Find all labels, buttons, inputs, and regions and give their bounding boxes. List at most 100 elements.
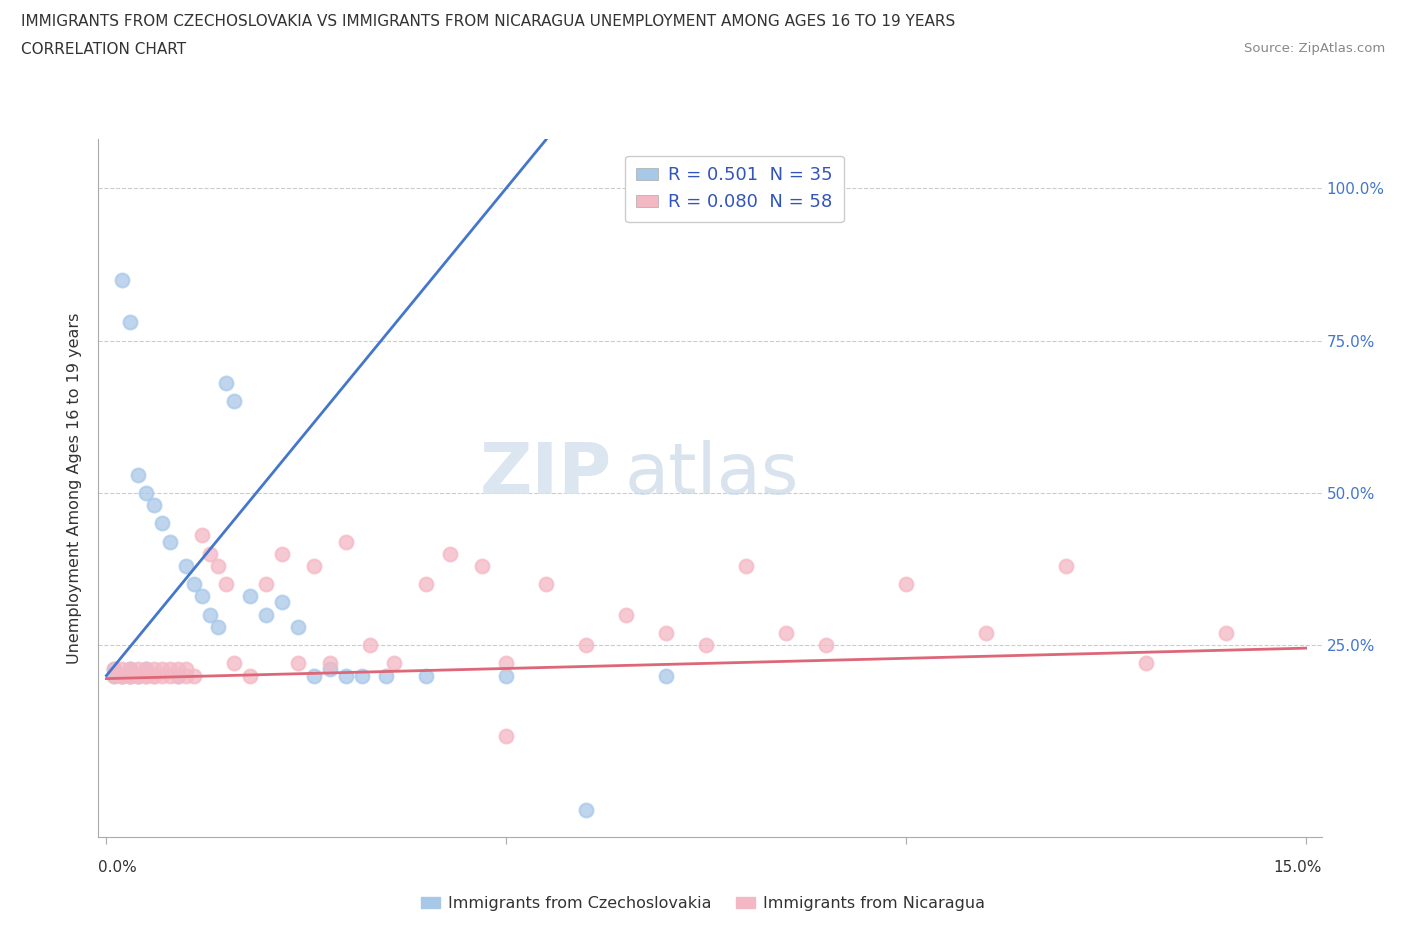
Point [1054, 559, 1077, 574]
Point [894, 577, 917, 591]
Point [215, 376, 238, 391]
Point [224, 394, 246, 409]
Point [207, 559, 229, 574]
Point [495, 729, 517, 744]
Point [575, 803, 598, 817]
Point [103, 668, 125, 683]
Point [239, 589, 262, 604]
Point [103, 662, 125, 677]
Point [150, 516, 173, 531]
Point [111, 668, 134, 683]
Point [254, 577, 277, 591]
Point [207, 619, 229, 634]
Point [120, 668, 142, 683]
Text: Source: ZipAtlas.com: Source: ZipAtlas.com [1244, 42, 1385, 55]
Point [287, 656, 309, 671]
Point [382, 656, 405, 671]
Text: 0.0%: 0.0% [98, 860, 138, 875]
Point [271, 546, 294, 561]
Point [120, 668, 142, 683]
Point [120, 315, 142, 330]
Point [127, 668, 149, 683]
Point [695, 638, 717, 653]
Point [159, 668, 181, 683]
Point [614, 607, 637, 622]
Point [439, 546, 461, 561]
Point [191, 589, 214, 604]
Point [159, 534, 181, 549]
Point [183, 577, 205, 591]
Point [167, 662, 190, 677]
Point [191, 528, 214, 543]
Point [655, 626, 678, 641]
Point [143, 662, 166, 677]
Point [176, 668, 198, 683]
Point [352, 668, 374, 683]
Point [534, 577, 557, 591]
Point [120, 668, 142, 683]
Point [319, 656, 342, 671]
Point [143, 668, 166, 683]
Point [120, 662, 142, 677]
Point [1215, 626, 1237, 641]
Point [575, 638, 598, 653]
Point [215, 577, 238, 591]
Point [335, 534, 357, 549]
Point [254, 607, 277, 622]
Point [167, 668, 190, 683]
Point [127, 662, 149, 677]
Point [120, 662, 142, 677]
Point [655, 668, 678, 683]
Point [974, 626, 997, 641]
Point [495, 656, 517, 671]
Point [814, 638, 837, 653]
Point [127, 668, 149, 683]
Point [415, 668, 437, 683]
Point [111, 668, 134, 683]
Text: ZIP: ZIP [479, 440, 612, 509]
Point [287, 619, 309, 634]
Point [143, 498, 166, 512]
Point [143, 668, 166, 683]
Point [224, 656, 246, 671]
Legend: R = 0.501  N = 35, R = 0.080  N = 58: R = 0.501 N = 35, R = 0.080 N = 58 [626, 155, 844, 222]
Point [271, 595, 294, 610]
Point [127, 467, 149, 482]
Point [103, 668, 125, 683]
Point [471, 559, 494, 574]
Text: IMMIGRANTS FROM CZECHOSLOVAKIA VS IMMIGRANTS FROM NICARAGUA UNEMPLOYMENT AMONG A: IMMIGRANTS FROM CZECHOSLOVAKIA VS IMMIGR… [21, 14, 955, 29]
Y-axis label: Unemployment Among Ages 16 to 19 years: Unemployment Among Ages 16 to 19 years [67, 312, 83, 664]
Point [183, 668, 205, 683]
Point [150, 662, 173, 677]
Point [319, 662, 342, 677]
Point [159, 662, 181, 677]
Point [135, 662, 157, 677]
Point [335, 668, 357, 683]
Point [111, 668, 134, 683]
Point [167, 668, 190, 683]
Text: CORRELATION CHART: CORRELATION CHART [21, 42, 186, 57]
Text: atlas: atlas [624, 440, 799, 509]
Point [304, 559, 326, 574]
Point [200, 546, 222, 561]
Point [359, 638, 381, 653]
Legend: Immigrants from Czechoslovakia, Immigrants from Nicaragua: Immigrants from Czechoslovakia, Immigran… [415, 890, 991, 917]
Point [200, 607, 222, 622]
Point [103, 662, 125, 677]
Point [150, 668, 173, 683]
Point [495, 668, 517, 683]
Point [1135, 656, 1157, 671]
Point [127, 668, 149, 683]
Point [415, 577, 437, 591]
Point [176, 662, 198, 677]
Text: 15.0%: 15.0% [1274, 860, 1322, 875]
Point [135, 668, 157, 683]
Point [375, 668, 398, 683]
Point [111, 272, 134, 287]
Point [775, 626, 797, 641]
Point [135, 668, 157, 683]
Point [111, 662, 134, 677]
Point [239, 668, 262, 683]
Point [135, 485, 157, 500]
Point [135, 662, 157, 677]
